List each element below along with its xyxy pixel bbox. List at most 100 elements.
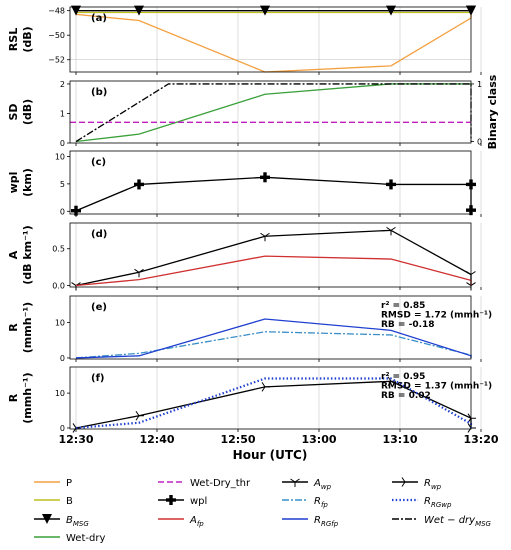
marker-tri-right (387, 376, 396, 387)
y-label: A (7, 250, 20, 259)
y-right-label: Binary class (486, 74, 499, 149)
series-line-R_fp (75, 331, 472, 359)
stat-text: RB = -0.18 (381, 320, 435, 330)
legend-label-sub: fp (197, 520, 204, 528)
y-tick-label: 5 (60, 180, 65, 189)
x-axis-label: Hour (UTC) (233, 448, 308, 462)
panel-label: (b) (91, 87, 107, 98)
panel-label: (f) (91, 373, 105, 384)
axes-frame (69, 295, 472, 360)
legend-label-main: wpl (190, 496, 207, 507)
y-tick-label: 10 (55, 319, 65, 328)
y-tick-label: 10 (55, 389, 65, 398)
panel-label: (e) (91, 302, 107, 313)
legend-label-sub: wp (431, 483, 442, 491)
marker-plus-v (263, 172, 267, 183)
marker-plus-v (74, 205, 78, 216)
panel-d: 0.0 0.5 (d) A (dB km⁻¹) (7, 222, 482, 291)
axes-frame (69, 222, 472, 288)
legend-label: RRGfp (314, 515, 339, 528)
stat-text: RB = 0.02 (381, 391, 431, 401)
legend-label: RRGwp (424, 496, 452, 509)
series-line-Wet-dry_MSG (75, 83, 472, 143)
y-tick-label: −52 (48, 56, 65, 65)
y-tick-label: 0 (60, 354, 65, 363)
marker-tri-down (134, 268, 144, 278)
axes-frame (69, 80, 472, 144)
legend-label: Awp (313, 478, 332, 491)
axes-frame (69, 6, 472, 73)
stat-text: RMSD = 1.37 (mmh⁻¹) (381, 382, 492, 392)
y-label-unit: (dB km⁻¹) (21, 225, 34, 285)
panel-b: 0 1 2 0 1 Binary class (b) SD (dB) (7, 74, 499, 149)
y-label-unit: (mmh⁻¹) (21, 302, 34, 353)
x-tick-label: 13:00 (301, 433, 336, 446)
legend-label: Wet-dry (66, 533, 105, 544)
y-tick-label: 0 (60, 207, 65, 216)
y-right-tick-label: 0 (477, 138, 482, 147)
legend-label-sub: MSG (73, 520, 89, 528)
legend-label: Wet-Dry_thr (190, 478, 251, 489)
marker-triangle-down (260, 5, 270, 16)
legend-label-main: B (66, 515, 73, 526)
x-tick-label: 12:50 (220, 433, 255, 446)
legend-label-main: R (424, 478, 431, 489)
marker-tri-right (261, 382, 270, 392)
marker-tri-right (401, 477, 410, 487)
legend-label-main: A (189, 515, 197, 526)
stat-text: r² = 0.85 (381, 301, 425, 311)
y-tick-label: −50 (48, 31, 65, 40)
x-tick-label: 13:20 (463, 433, 498, 446)
y-label: R (7, 393, 20, 402)
y-tick-label: 1 (60, 109, 65, 118)
legend-label-sub: RGwp (431, 501, 452, 509)
marker-triangle-down (386, 5, 396, 16)
legend-label: Afp (189, 515, 204, 528)
legend-label: Wet − dryMSG (424, 515, 492, 528)
series-line-A_wp (75, 229, 472, 287)
legend-label-main: B (66, 496, 73, 507)
marker-plus-v (137, 179, 141, 190)
axes-frame (69, 150, 472, 215)
legend-label: wpl (190, 496, 207, 507)
y-tick-label: 0 (60, 424, 65, 433)
marker-plus-v (389, 179, 393, 190)
legend-label-sub: wp (321, 483, 332, 491)
legend-label-main: Wet − dry (424, 515, 476, 526)
y-tick-label: 0 (60, 139, 65, 148)
marker-tri-down (290, 478, 300, 487)
y-tick-label: −48 (48, 7, 65, 16)
legend-label: Rwp (424, 478, 442, 491)
legend-label-main: A (313, 478, 321, 489)
panel-label: (a) (91, 13, 107, 24)
y-right-tick-label: 1 (477, 80, 482, 89)
legend-label: Rfp (314, 496, 328, 509)
x-tick-label: 12:30 (58, 433, 93, 446)
y-label: wpl (7, 172, 20, 194)
stat-text: r² = 0.95 (381, 372, 425, 382)
y-label-unit: (mmh⁻¹) (21, 372, 34, 423)
y-label-unit: (dB) (21, 99, 34, 125)
legend-label: P (66, 478, 72, 489)
y-tick-label: 2 (60, 80, 65, 89)
legend-label: BMSG (66, 515, 89, 528)
y-label: R (7, 323, 20, 332)
marker-tri-down (386, 226, 396, 236)
y-tick-label: 0.0 (52, 282, 65, 291)
y-label-unit: (dB) (21, 26, 34, 52)
series-line-wpl (75, 176, 472, 212)
marker-triangle-down (134, 5, 144, 16)
marker-tri-right (467, 413, 476, 423)
marker-triangle-down (42, 514, 52, 524)
marker-tri-right (135, 410, 144, 421)
legend-label-main: R (424, 496, 431, 507)
x-tick-label: 12:40 (139, 433, 174, 446)
panel-label: (c) (91, 157, 106, 168)
y-label: SD (7, 103, 20, 120)
legend-label-sub: RGfp (321, 520, 339, 528)
series-line-Wet-dry (75, 83, 471, 143)
panel-label: (d) (91, 229, 107, 240)
